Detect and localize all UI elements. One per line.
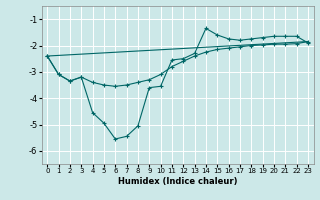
X-axis label: Humidex (Indice chaleur): Humidex (Indice chaleur): [118, 177, 237, 186]
